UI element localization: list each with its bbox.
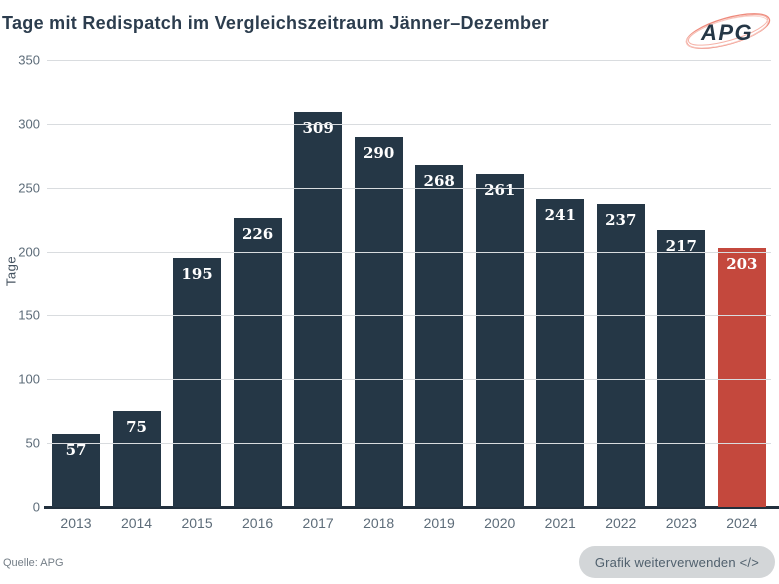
x-tick-label-2024: 2024 <box>726 515 758 531</box>
bar-2017[interactable]: 309 2017 <box>294 112 343 531</box>
bar-2020[interactable]: 261 2020 <box>475 173 524 531</box>
y-tick-label-100: 100 <box>18 371 40 387</box>
gridline-350 <box>47 60 771 61</box>
bar-2015[interactable]: 195 2015 <box>173 257 222 531</box>
bar-2023[interactable]: 217 2023 <box>657 229 706 531</box>
chart-title: Tage mit Redispatch im Vergleichszeitrau… <box>2 13 549 33</box>
y-tick-label-250: 250 <box>18 180 40 196</box>
bar-value-label-2023: 217 <box>665 236 697 255</box>
y-tick-label-50: 50 <box>25 435 40 451</box>
reuse-chart-button[interactable]: Grafik weiterverwenden </> <box>578 546 775 578</box>
bar-value-label-2018: 290 <box>363 143 395 162</box>
bar-value-label-2014: 75 <box>126 418 147 437</box>
gridline-200 <box>47 251 771 253</box>
y-tick-label-350: 350 <box>18 52 40 68</box>
bar-2013[interactable]: 57 2013 <box>52 434 100 531</box>
gridline-150 <box>47 315 771 317</box>
bar-value-label-2019: 268 <box>423 171 455 190</box>
y-tick-label-300: 300 <box>18 116 40 132</box>
bar-2019[interactable]: 268 2019 <box>415 164 464 531</box>
x-tick-label-2020: 2020 <box>484 515 516 531</box>
bar-2024[interactable]: 203 2024 <box>717 247 766 531</box>
gridline-100 <box>47 379 771 381</box>
bar-value-label-2024: 203 <box>726 254 758 273</box>
x-tick-label-2014: 2014 <box>120 515 153 531</box>
gridline-250 <box>47 187 771 189</box>
bars-container: 57 2013 75 2014 195 2015 226 2016 309 2017 290 2018… <box>47 60 771 531</box>
bar-value-label-2020: 261 <box>484 180 516 199</box>
bar-value-label-2013: 57 <box>65 441 87 460</box>
bar-2022[interactable]: 237 2022 <box>596 204 645 531</box>
x-tick-label-2022: 2022 <box>605 515 637 531</box>
bar-value-label-2022: 237 <box>605 211 637 230</box>
apg-logo-text: APG <box>700 20 753 45</box>
x-tick-label-2015: 2015 <box>181 515 213 531</box>
source-caption: Quelle: APG <box>3 557 64 569</box>
x-tick-label-2019: 2019 <box>423 515 455 531</box>
x-tick-label-2013: 2013 <box>60 515 92 531</box>
x-tick-label-2016: 2016 <box>242 515 274 531</box>
x-tick-label-2018: 2018 <box>363 515 395 531</box>
y-tick-label-200: 200 <box>18 244 40 260</box>
apg-logo-swoosh-icon: APG <box>685 13 771 49</box>
y-tick-label-150: 150 <box>18 307 40 323</box>
plot-area: Tage 57 2013 75 2014 195 2015 226 2016 309 2017 29… <box>4 53 779 531</box>
y-tick-label-0: 0 <box>32 499 40 515</box>
bar-2016[interactable]: 226 2016 <box>233 218 282 531</box>
bar-value-label-2015: 195 <box>181 264 213 283</box>
x-tick-label-2023: 2023 <box>665 515 697 531</box>
bar-2018[interactable]: 290 2018 <box>354 136 403 531</box>
x-axis-baseline <box>44 506 779 509</box>
x-tick-label-2021: 2021 <box>544 515 576 531</box>
bar-value-label-2017: 309 <box>302 119 334 138</box>
bar-value-label-2016: 226 <box>241 225 274 244</box>
apg-logo: APG <box>682 4 774 61</box>
y-axis-title: Tage <box>3 255 19 287</box>
bar-2021[interactable]: 241 2021 <box>536 199 585 531</box>
gridline-300 <box>47 123 771 125</box>
bar-2014[interactable]: 75 2014 <box>112 411 161 531</box>
x-tick-label-2017: 2017 <box>302 515 334 531</box>
bar-value-label-2021: 241 <box>544 206 576 225</box>
gridline-50 <box>47 443 771 445</box>
